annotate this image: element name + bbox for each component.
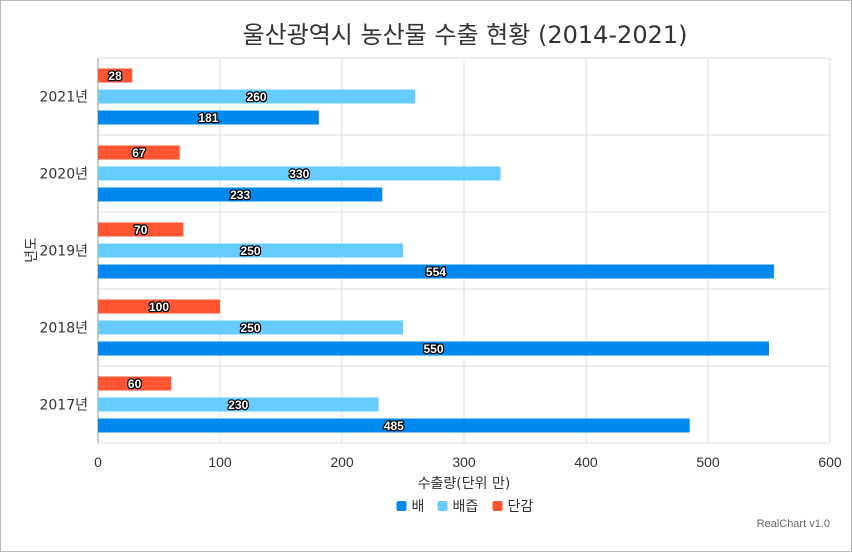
bar-value-label: 181	[198, 111, 218, 125]
bar	[98, 341, 769, 356]
bar-value-label: 100	[149, 300, 169, 314]
bar-value-label: 250	[240, 321, 260, 335]
y-tick-label: 2019년	[39, 244, 88, 260]
bar-value-label: 550	[423, 342, 443, 356]
legend-marker	[396, 501, 407, 511]
bar-value-label: 230	[228, 398, 248, 412]
bar-value-label: 28	[108, 69, 122, 83]
bar	[98, 145, 180, 160]
bar	[98, 166, 501, 181]
legend-label: 배즙	[453, 499, 479, 515]
bar-value-label: 260	[247, 90, 267, 104]
bar	[98, 418, 690, 433]
x-tick-label: 0	[94, 454, 102, 470]
bar-value-label: 70	[134, 223, 148, 237]
bar	[98, 89, 416, 104]
x-tick-label: 200	[330, 454, 354, 470]
bar	[98, 68, 133, 83]
chart-credit: RealChart v1.0	[756, 518, 830, 530]
legend-marker	[492, 501, 503, 511]
legend-label: 단감	[508, 499, 534, 515]
bar-value-label: 67	[132, 146, 146, 160]
x-tick-label: 100	[208, 454, 232, 470]
bar	[98, 299, 220, 314]
y-axis-title: 년도	[24, 237, 40, 263]
bar	[98, 110, 319, 125]
bar	[98, 320, 403, 335]
bar	[98, 243, 403, 258]
bar-value-label: 233	[230, 188, 250, 202]
bar-value-label: 60	[128, 377, 142, 391]
x-tick-label: 600	[818, 454, 842, 470]
bar-value-label: 250	[240, 244, 260, 258]
bar	[98, 222, 184, 237]
bar	[98, 187, 383, 202]
bar	[98, 376, 172, 391]
bar	[98, 397, 379, 412]
chart-title: 울산광역시 농산물 수출 현황 (2014-2021)	[242, 21, 687, 49]
x-tick-label: 300	[452, 454, 476, 470]
x-tick-label: 400	[574, 454, 598, 470]
y-tick-label: 2018년	[39, 321, 88, 337]
bar-value-label: 485	[384, 419, 404, 433]
x-axis-title: 수출량(단위 만)	[418, 476, 511, 492]
legend-label: 배	[412, 499, 425, 515]
bar-value-label: 554	[426, 265, 446, 279]
y-tick-label: 2021년	[39, 90, 88, 106]
x-tick-label: 500	[696, 454, 720, 470]
y-tick-label: 2020년	[39, 167, 88, 183]
legend-marker	[437, 501, 448, 511]
bar-value-label: 330	[289, 167, 309, 181]
y-tick-label: 2017년	[39, 398, 88, 414]
bar	[98, 264, 774, 279]
